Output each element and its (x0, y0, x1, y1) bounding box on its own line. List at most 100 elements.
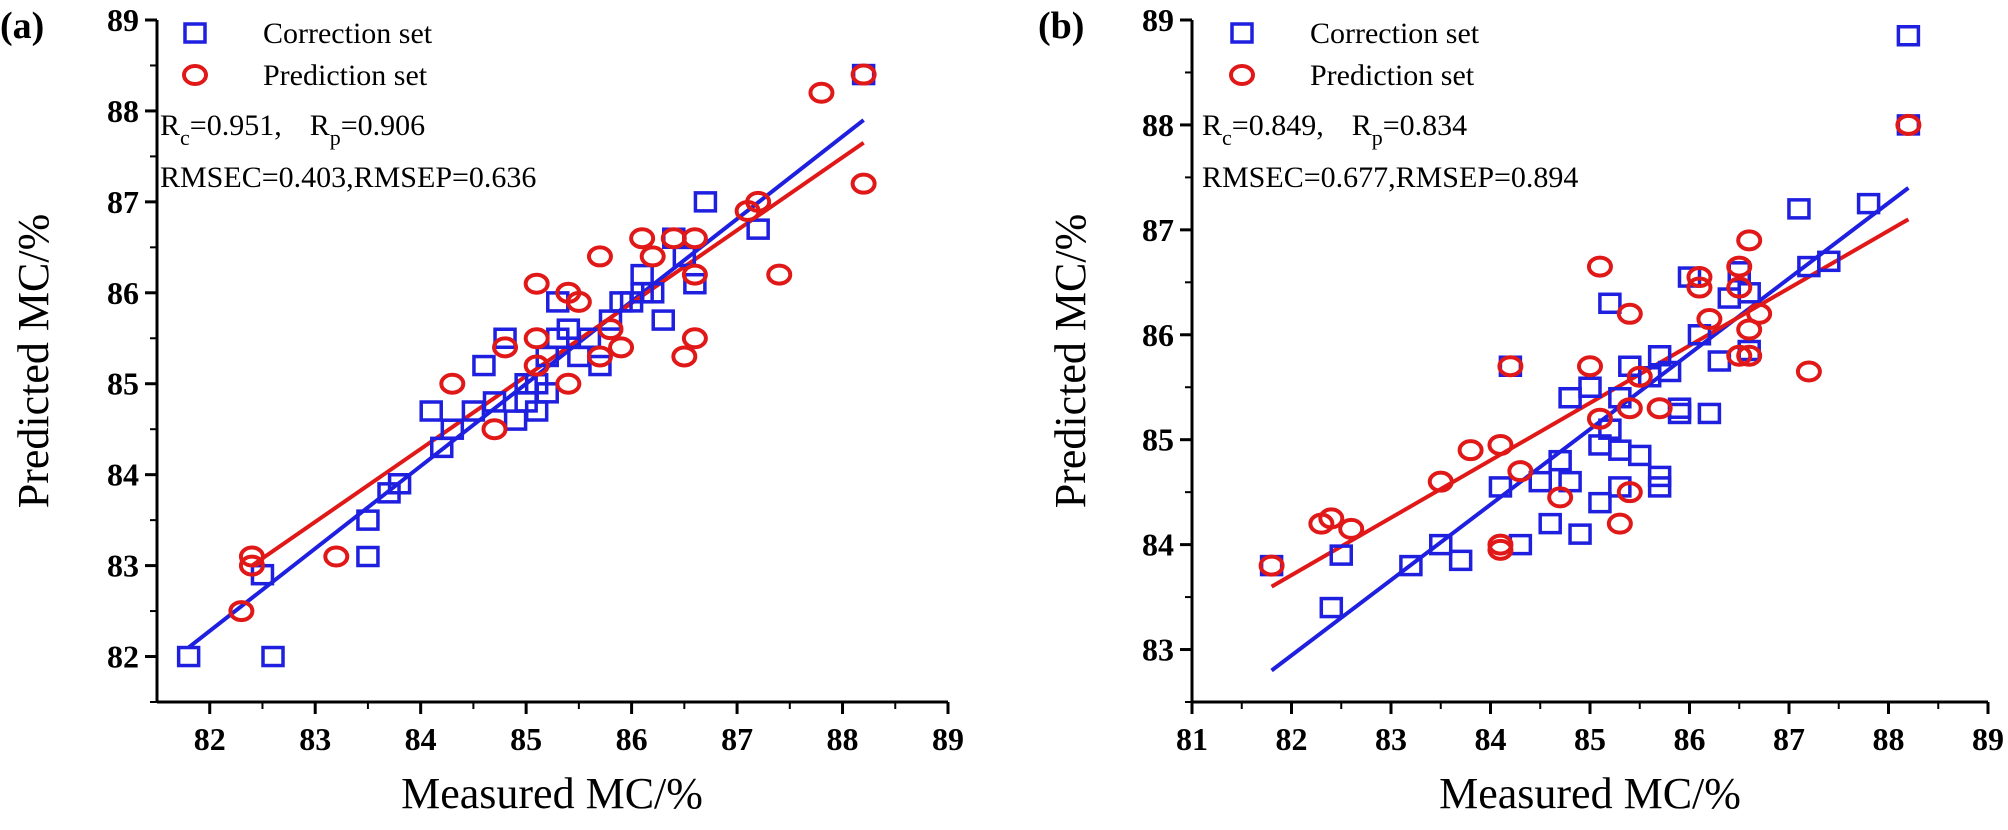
stat-r-c-sym: R (1202, 109, 1222, 142)
prediction-set-point (1616, 481, 1643, 504)
legend-circle-marker (1229, 64, 1255, 86)
correction-set-point (1329, 544, 1353, 566)
stat-r-p-sym: R (310, 109, 330, 142)
correction-set-point (261, 645, 285, 668)
x-tick-label: 85 (510, 721, 542, 757)
prediction-set-point (523, 327, 550, 350)
correction-set-point (577, 327, 602, 350)
prediction-set-point (1696, 308, 1723, 331)
correlation-stats: Rc=0.849, Rp=0.834 (1202, 109, 1467, 150)
prediction-set-point (1736, 229, 1763, 252)
prediction-set-point (681, 263, 708, 286)
correction-set-point (440, 418, 465, 440)
y-tick-label: 85 (107, 366, 139, 402)
correction-set-point (1787, 198, 1811, 220)
prediction-set-point (586, 245, 613, 268)
prediction-set-point (766, 263, 793, 286)
correction-set-point (588, 354, 612, 377)
prediction-set-point (1726, 344, 1753, 367)
prediction-set-point (565, 290, 592, 313)
y-tick-label: 88 (1142, 107, 1174, 143)
correction-set-point (630, 263, 654, 286)
x-tick-label: 87 (1773, 721, 1805, 757)
stat-r-p-val: =0.834 (1383, 109, 1467, 142)
correlation-stats: Rc=0.951, Rp=0.906 (160, 109, 425, 150)
correction-set-point (1399, 554, 1423, 577)
correction-set-point (482, 391, 507, 413)
prediction-set-point (523, 354, 550, 377)
correction-set-point (746, 218, 770, 240)
correction-set-point (356, 509, 380, 531)
correction-set-point (1628, 444, 1652, 467)
prediction-set-point (1616, 397, 1643, 420)
x-tick-label: 83 (299, 721, 331, 757)
x-tick-label: 87 (721, 721, 753, 757)
prediction-set-point (1318, 507, 1345, 530)
prediction-set-point (850, 63, 877, 86)
correction-set-point (1817, 250, 1841, 273)
prediction-set-point (597, 318, 624, 341)
prediction-set-point (523, 272, 550, 295)
prediction-set-point (1586, 255, 1613, 278)
prediction-set-point (745, 190, 772, 213)
correction-set-point (419, 400, 443, 422)
prediction-set-point (238, 545, 265, 568)
x-tick-label: 88 (827, 721, 859, 757)
prediction-set-point (323, 545, 350, 568)
prediction-set-point (1686, 276, 1713, 299)
prediction-set-point (1487, 538, 1514, 561)
prediction-set-point (850, 172, 877, 195)
y-tick-label: 82 (107, 639, 139, 675)
correction-set-point (1429, 533, 1453, 556)
legend-square-marker (1230, 22, 1254, 44)
legend-entry-label: Prediction set (1310, 59, 1475, 92)
stat-r-c-sub: c (1222, 125, 1232, 150)
prediction-set-point (492, 336, 519, 359)
stat-r-p-sym: R (1352, 109, 1372, 142)
correction-set-point (1319, 596, 1344, 619)
legend-entry-label: Correction set (263, 17, 433, 50)
correction-set-point (176, 645, 201, 668)
chart-panel-a: (a) 82 83 84 85 86 87 88 89 82 83 84 85 86 87 88 89 Measu… (0, 2, 964, 818)
correction-set-point (1538, 512, 1562, 535)
correction-set-point (1657, 360, 1682, 383)
x-axis-title: Measured MC/% (1439, 769, 1741, 818)
prediction-set-point (1616, 302, 1643, 325)
x-tick-label: 84 (1475, 721, 1507, 757)
correction-set-point (693, 191, 718, 213)
rmse-stats: RMSEC=0.677,RMSEP=0.894 (1202, 161, 1578, 194)
stat-r-c-sym: R (160, 109, 180, 142)
prediction-set-point (1457, 439, 1484, 462)
correction-set-point (472, 354, 496, 377)
correction-set-point (1856, 192, 1881, 215)
x-axis-title: Measured MC/% (401, 769, 703, 818)
prediction-set-point (1427, 470, 1454, 493)
correction-set-point (1578, 376, 1602, 398)
legend-entry-label: Correction set (1310, 17, 1480, 50)
x-tick-label: 82 (1276, 721, 1308, 757)
prediction-set-point (1895, 113, 1922, 136)
correction-set-point (651, 309, 675, 331)
y-axis-title: Predicted MC/% (9, 214, 58, 509)
prediction-set-point (1686, 266, 1713, 289)
prediction-set-point (639, 245, 666, 268)
prediction-set-point (1497, 355, 1524, 378)
x-tick-label: 88 (1873, 721, 1905, 757)
prediction-set-point (671, 345, 698, 368)
x-tick-label: 85 (1574, 721, 1606, 757)
prediction-set-point (238, 554, 265, 577)
prediction-fit-line (1270, 217, 1910, 589)
prediction-set-point (1795, 360, 1822, 383)
prediction-set-point (608, 336, 635, 359)
x-tick-label: 83 (1375, 721, 1407, 757)
y-tick-label: 88 (107, 93, 139, 129)
correction-set-point (356, 545, 380, 568)
prediction-set-point (1487, 433, 1514, 456)
y-axis-title: Predicted MC/% (1046, 214, 1095, 509)
prediction-set-point (586, 345, 613, 368)
correction-set-point (387, 473, 412, 495)
x-tick-label: 82 (194, 721, 226, 757)
chart-panel-b: (b) 81 82 83 84 85 86 87 88 89 83 84 85 86 87 88 89 Measu… (1038, 2, 2004, 818)
prediction-set-point (1338, 517, 1365, 540)
y-tick-label: 86 (107, 275, 139, 311)
